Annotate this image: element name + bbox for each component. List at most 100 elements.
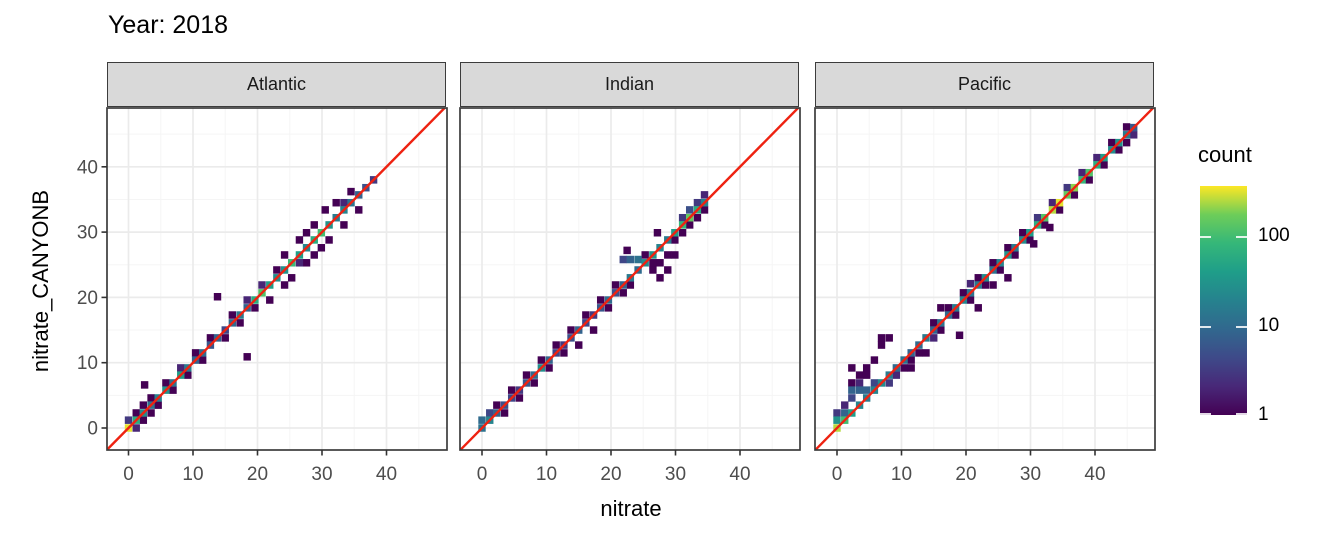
legend-colorbar-tick [1236,236,1247,238]
bin-rect [251,304,259,312]
bin-rect [937,326,945,334]
bin-rect [671,251,679,259]
x-tick-label: 20 [955,464,976,485]
bin-rect [302,229,311,237]
y-tick-label: 0 [87,419,98,440]
bin-rect [678,213,687,222]
bin-rect [870,379,879,387]
bin-rect [619,289,627,297]
bin-rect [560,349,568,357]
bin-rect [340,221,348,229]
bin-rect [862,364,871,372]
legend-colorbar-tick [1200,413,1211,415]
bin-rect [295,259,304,267]
identity-line [815,108,1155,450]
bin-rect [124,416,133,424]
bin-rect [1040,221,1049,229]
bin-rect [280,251,289,259]
bin-rect [685,221,694,229]
bin-rect [626,281,635,289]
bin-rect [833,409,841,417]
bin-rect [295,236,304,244]
bin-rect [347,187,355,196]
bin-rect [258,281,266,289]
bin-rect [649,259,657,267]
bin-rect [944,304,953,312]
facet-strip-label: Pacific [957,74,1011,94]
x-tick-label: 10 [536,464,557,485]
legend-colorbar-tick [1236,325,1247,328]
x-tick-label: 0 [832,464,843,485]
bin-rect [656,274,664,282]
x-tick-label: 40 [729,464,750,485]
bin-rect [1046,223,1054,232]
bin-rect [1033,213,1042,222]
bin-rect [989,281,997,289]
bin-rect [870,356,879,364]
x-tick-label: 30 [665,464,686,485]
bin-rect [266,296,274,304]
bin-rect [500,409,509,417]
identity-line [460,108,800,450]
bin-rect [841,409,849,417]
bin-rect [930,334,938,342]
y-tick-label: 30 [77,223,98,244]
facet-strip-label: Atlantic [246,74,307,94]
bin-rect [922,349,930,357]
bin-rect [862,371,871,379]
x-tick-label: 0 [123,464,134,485]
y-tick-label: 10 [77,353,98,374]
x-tick-label: 20 [247,464,268,485]
bin-rect [877,334,886,342]
bin-rect [147,409,155,417]
bin-rect [1130,131,1138,139]
bin-rect [693,198,702,207]
facet-strip-pacific: Pacific [815,62,1154,107]
legend-colorbar [1200,186,1247,415]
bin-rect [191,349,200,357]
x-tick-label: 40 [1084,464,1105,485]
panel-border [814,107,1156,451]
x-axis-title: nitrate [600,496,662,521]
legend-colorbar-tick [1200,325,1211,328]
x-tick-label: 20 [600,464,621,485]
bin-rect [1011,251,1019,259]
bin-rect [478,416,486,424]
bin-rect [1122,138,1131,147]
bin-rect [848,394,856,402]
bin-rect [1026,236,1034,244]
bin-rect [649,266,657,274]
bin-rect [139,416,148,424]
bin-rect [848,379,856,387]
bin-rect [907,364,915,372]
bin-rect [885,334,893,342]
bin-rect [619,255,627,264]
bin-rect [700,206,709,214]
bin-rect [1108,138,1116,147]
bin-rect [552,341,560,349]
bin-rect [355,206,363,214]
bin-rect [162,379,170,387]
panel-border [106,107,448,451]
y-axis-title: nitrate_CANYONB [28,189,53,373]
bin-rect [678,229,687,237]
facet-strip-atlantic: Atlantic [107,62,446,107]
bin-rect [1093,153,1101,162]
bin-rect [507,386,516,394]
bin-rect [154,401,162,409]
bin-rect [340,198,348,207]
bin-rect [522,371,531,379]
bin-rect [1063,183,1071,192]
bin-rect [1004,274,1012,282]
x-tick-label: 30 [311,464,332,485]
legend-colorbar-tick [1200,236,1211,238]
bin-rect [855,379,864,387]
bin-rect [1122,123,1131,131]
bin-rect [1019,229,1027,237]
bin-rect [545,364,553,372]
bin-rect [1078,168,1086,177]
bin-rect [1048,198,1057,207]
bin-rect [243,296,251,304]
bin-rect [915,349,923,357]
bin-rect [877,341,886,349]
